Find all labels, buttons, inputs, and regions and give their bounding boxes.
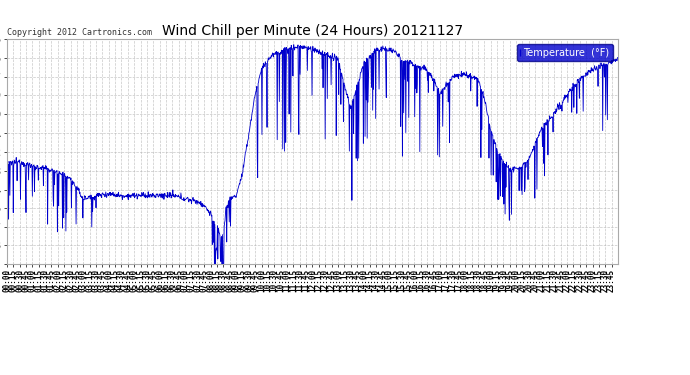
- Legend: Temperature  (°F): Temperature (°F): [517, 44, 613, 61]
- Title: Wind Chill per Minute (24 Hours) 20121127: Wind Chill per Minute (24 Hours) 2012112…: [161, 24, 463, 38]
- Text: Copyright 2012 Cartronics.com: Copyright 2012 Cartronics.com: [7, 28, 152, 37]
